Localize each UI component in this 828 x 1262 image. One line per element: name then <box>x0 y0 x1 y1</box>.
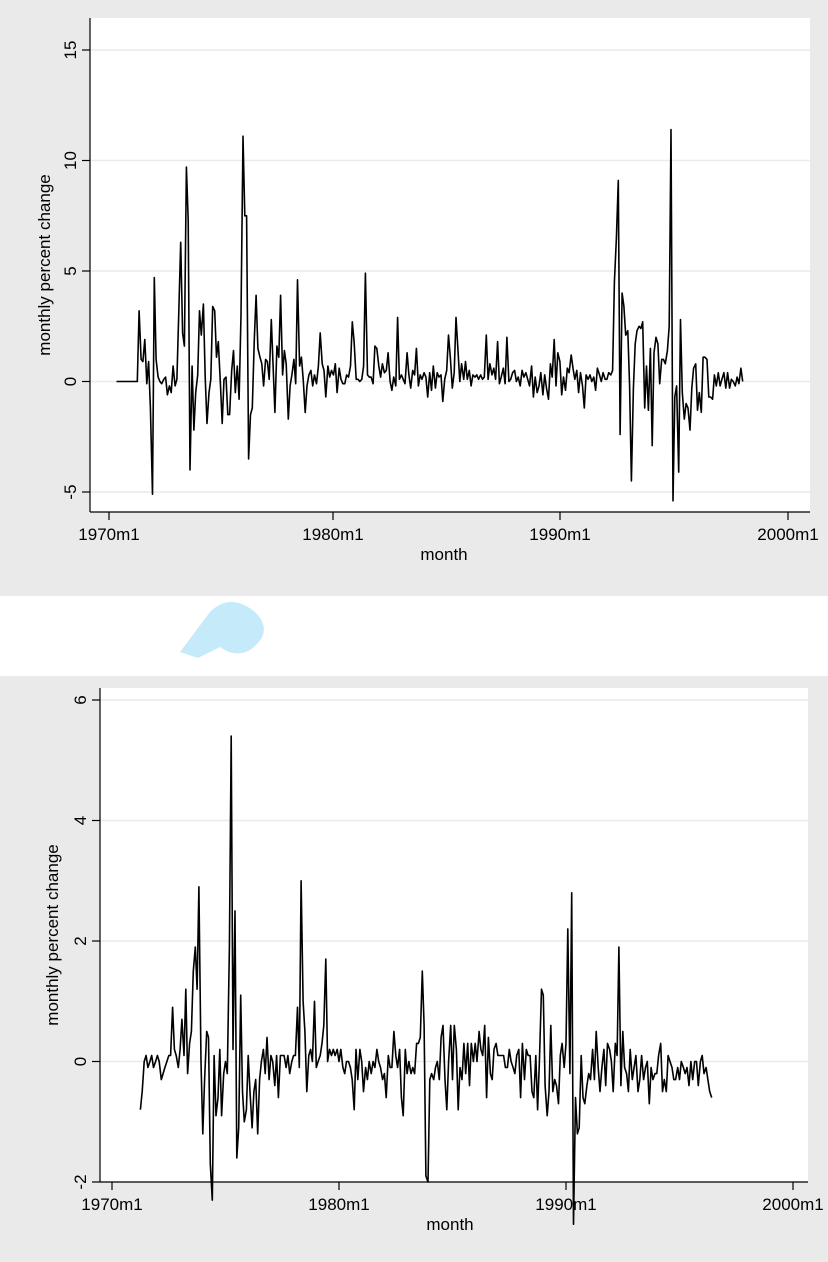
y-axis-title: monthly percent change <box>43 844 62 1025</box>
watermark-p-shape <box>180 602 264 658</box>
y-tick-label: 0 <box>61 377 80 386</box>
y-tick-label: 4 <box>71 816 90 825</box>
y-tick-label: 6 <box>71 695 90 704</box>
x-tick-label: 1970m1 <box>81 1195 142 1214</box>
x-tick-label: 2000m1 <box>762 1195 823 1214</box>
y-tick-label: -2 <box>71 1174 90 1189</box>
y-tick-label: 15 <box>61 41 80 60</box>
y-tick-label: -5 <box>61 484 80 499</box>
chart-bottom: -2 0 2 4 6 1970m1 1980m1 1990m1 2000m1 month month… <box>43 688 824 1234</box>
chart-top: -5 0 5 10 15 1970m1 1980m1 1990m1 2000m1 month mon… <box>35 18 819 564</box>
x-axis-title: month <box>420 545 467 564</box>
chart-panel-top: -5 0 5 10 15 1970m1 1980m1 1990m1 2000m1 month mon… <box>0 0 828 596</box>
x-tick-label: 2000m1 <box>757 525 818 544</box>
x-tick-label: 1980m1 <box>302 525 363 544</box>
y-tick-label: 10 <box>61 151 80 170</box>
x-axis-title: month <box>426 1215 473 1234</box>
plot-area <box>100 688 808 1182</box>
chart-panel-bottom: -2 0 2 4 6 1970m1 1980m1 1990m1 2000m1 month month… <box>0 676 828 1262</box>
y-tick-label: 0 <box>71 1057 90 1066</box>
series-line-0 <box>116 128 744 502</box>
plot-area <box>90 18 810 512</box>
x-tick-label: 1990m1 <box>535 1195 596 1214</box>
y-axis-title: monthly percent change <box>35 174 54 355</box>
y-tick-label: 5 <box>61 266 80 275</box>
y-tick-label: 2 <box>71 936 90 945</box>
x-tick-label: 1980m1 <box>308 1195 369 1214</box>
x-tick-label: 1970m1 <box>78 525 139 544</box>
x-tick-label: 1990m1 <box>529 525 590 544</box>
series-line-0 <box>139 735 713 1226</box>
